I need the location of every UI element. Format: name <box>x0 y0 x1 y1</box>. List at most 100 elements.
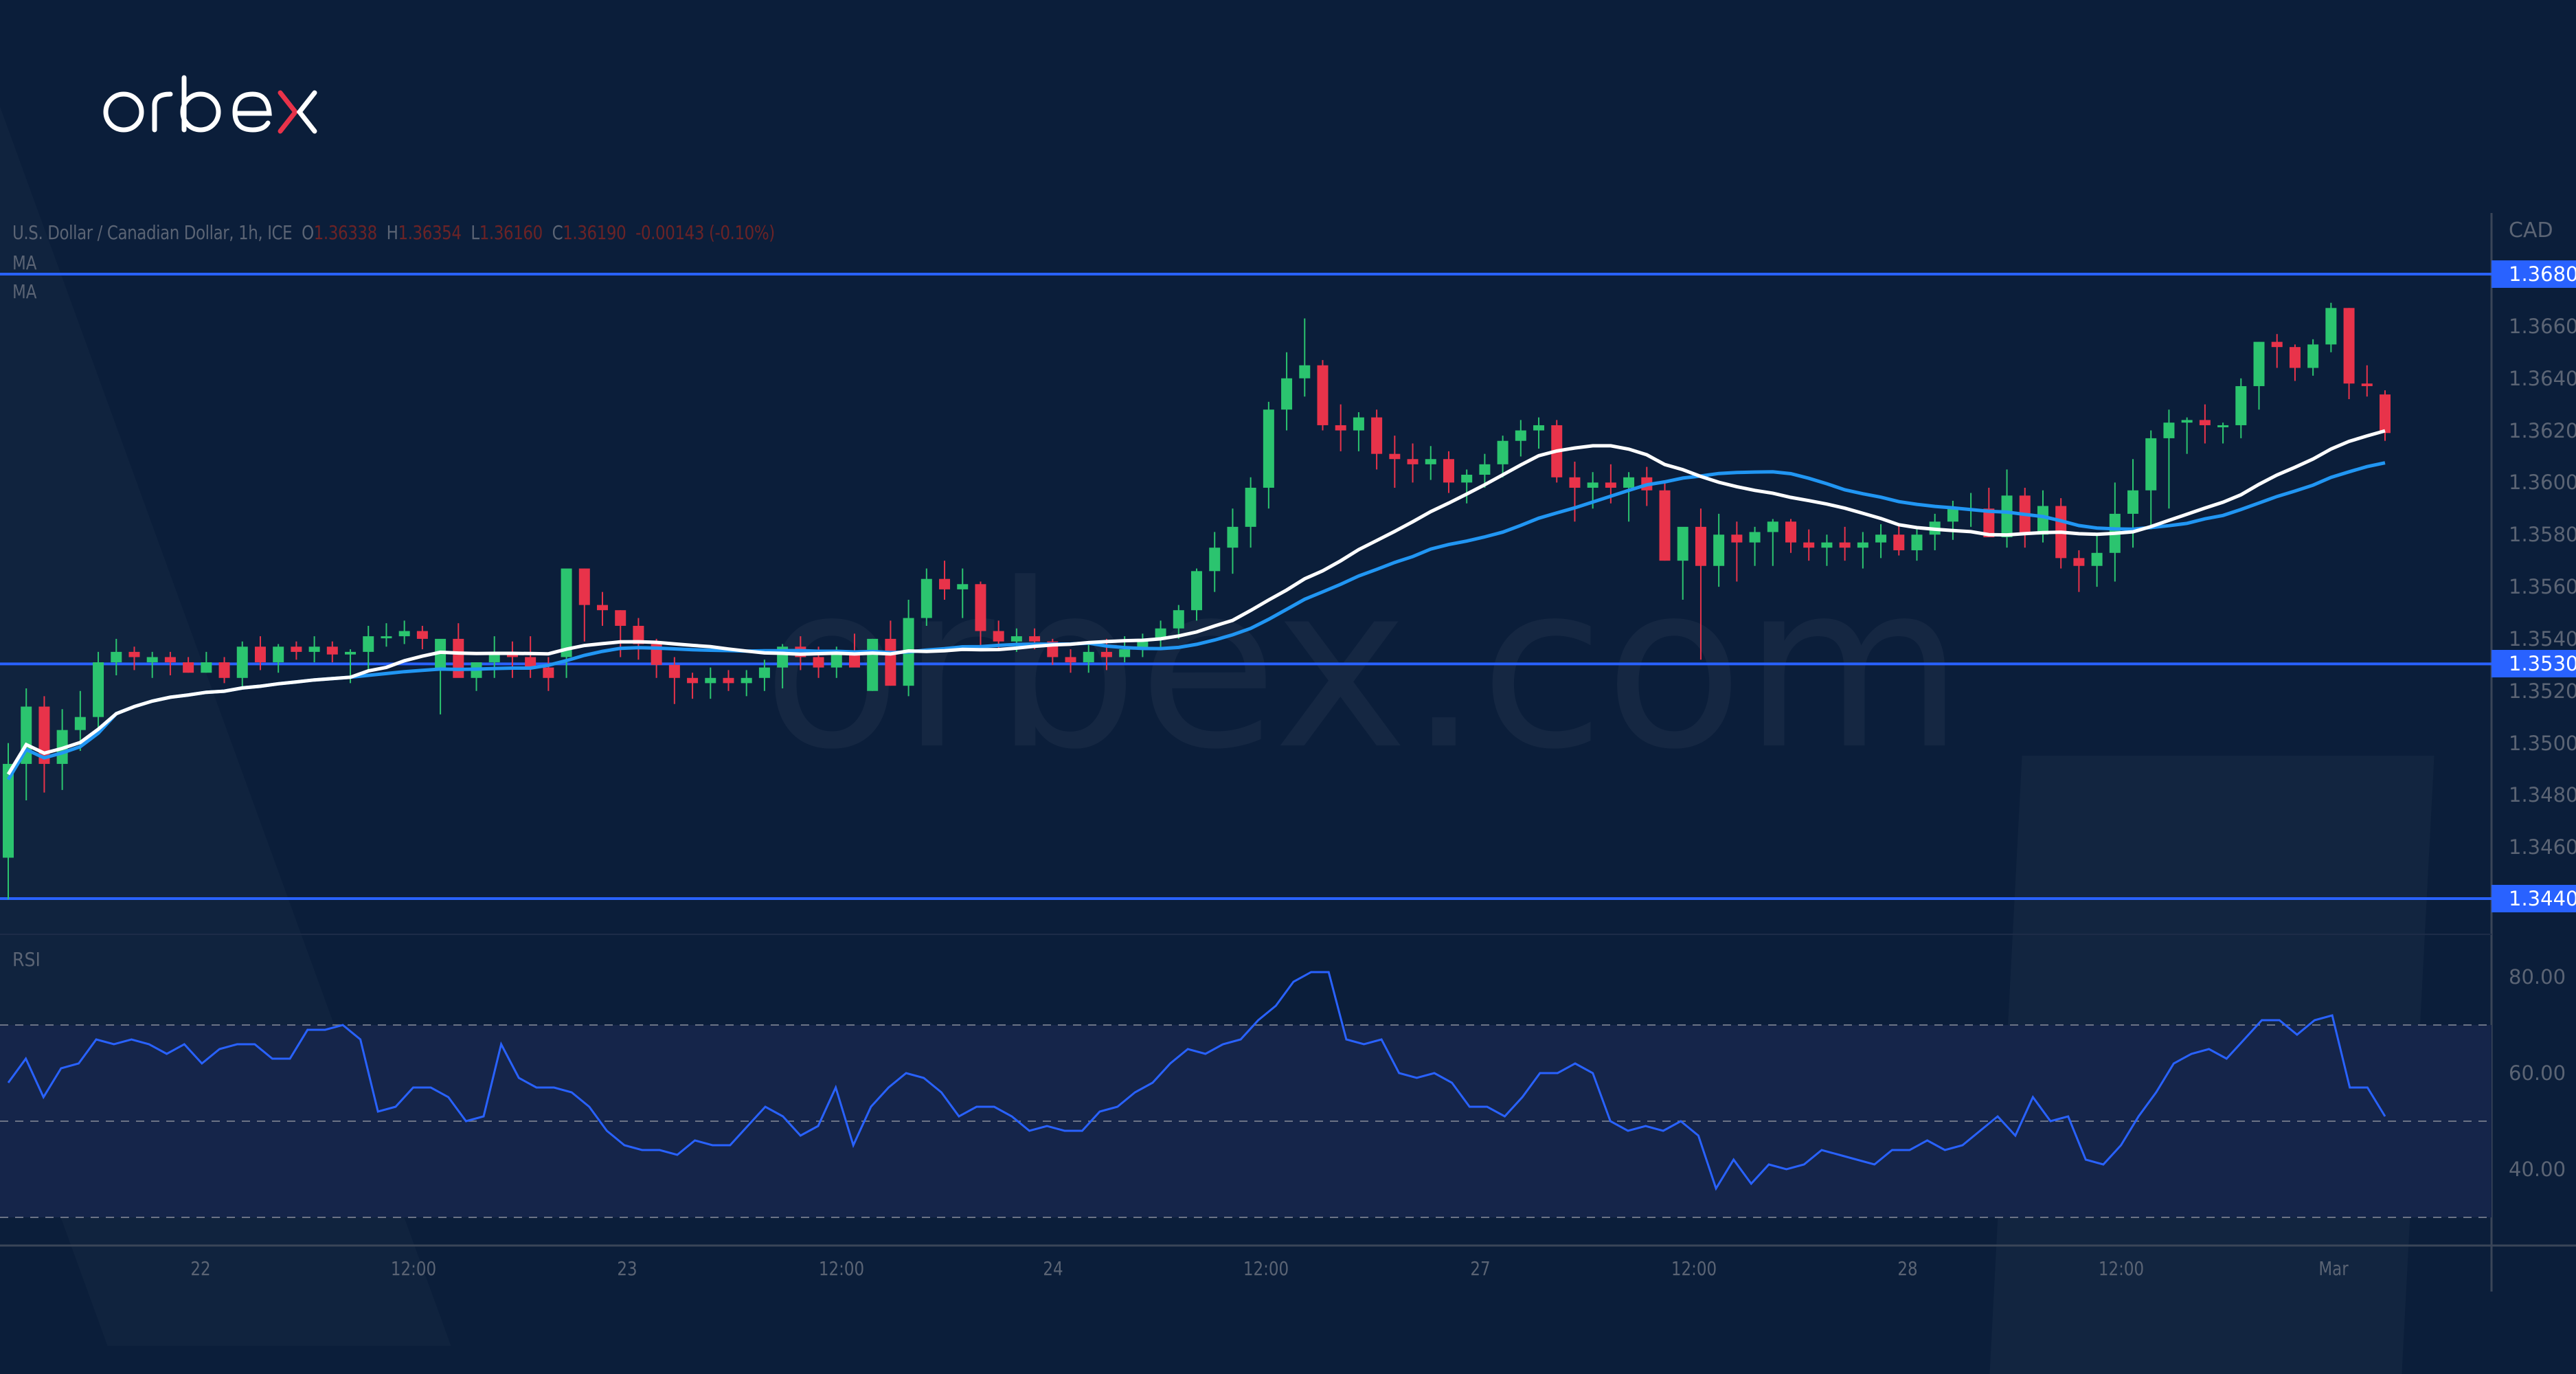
candle <box>1767 519 1778 566</box>
price-tick: 1.35200 <box>2509 679 2576 703</box>
rsi-line <box>7 971 2386 1191</box>
ma-fast-label[interactable]: MA <box>12 251 37 274</box>
candle <box>741 670 752 697</box>
time-tick: 12:00 <box>1671 1257 1717 1280</box>
time-tick: 27 <box>1470 1257 1491 1280</box>
candle <box>1569 462 1581 522</box>
candle <box>1209 532 1221 592</box>
candle <box>146 651 158 678</box>
price-level-flag: 1.35304 <box>2492 650 2576 678</box>
candle <box>957 568 969 618</box>
price-tick: 1.35800 <box>2509 523 2576 547</box>
candle <box>2361 365 2373 397</box>
candle <box>1659 482 1671 561</box>
candle <box>2235 378 2247 438</box>
close-label: C <box>552 221 563 244</box>
candle <box>597 592 608 626</box>
candle <box>1281 352 1293 431</box>
orbex-logo <box>103 75 317 134</box>
price-level-flag: 1.36800 <box>2492 260 2576 288</box>
candle <box>2019 487 2031 548</box>
candle <box>2091 534 2103 587</box>
candle <box>1407 443 1419 483</box>
candle <box>1731 521 1743 582</box>
candle <box>308 636 320 663</box>
candle <box>543 657 554 691</box>
ma-fast-line <box>6 429 2386 776</box>
change-value: -0.00143 (-0.10%) <box>635 221 775 244</box>
rsi-tick: 60.00 <box>2509 1061 2566 1085</box>
price-tick: 1.34800 <box>2509 783 2576 807</box>
candle <box>435 638 447 714</box>
candle <box>2199 404 2211 444</box>
candle <box>848 633 860 668</box>
symbol-name: U.S. Dollar / Canadian Dollar, 1h, ICE <box>12 221 293 244</box>
candle <box>705 667 716 699</box>
time-tick: 12:00 <box>1243 1257 1289 1280</box>
candle <box>201 651 212 673</box>
close-value: 1.36190 <box>563 221 626 244</box>
candle <box>506 641 518 678</box>
candle <box>1100 638 1112 671</box>
candle <box>2289 344 2301 381</box>
candle <box>1695 508 1706 660</box>
price-tick: 1.35400 <box>2509 627 2576 651</box>
candle <box>488 636 500 678</box>
candle <box>939 561 951 600</box>
candle <box>1803 529 1815 561</box>
candle <box>1371 409 1383 470</box>
candle <box>1083 644 1094 673</box>
candle <box>2163 409 2175 509</box>
candle <box>1443 451 1454 493</box>
candle <box>1713 513 1725 587</box>
candle <box>164 651 176 676</box>
candle <box>2145 430 2157 530</box>
candle <box>2253 341 2265 410</box>
candle <box>1785 519 1796 553</box>
high-value: 1.36354 <box>398 221 462 244</box>
candle <box>1821 534 1833 566</box>
candle <box>291 641 302 660</box>
candle <box>1479 453 1491 488</box>
candle <box>236 641 248 688</box>
time-tick: 23 <box>617 1257 637 1280</box>
candle <box>128 646 140 671</box>
rsi-tick: 80.00 <box>2509 965 2566 989</box>
candle <box>1497 436 1509 477</box>
candle <box>525 636 536 678</box>
candle <box>93 651 104 730</box>
candle <box>1893 524 1905 556</box>
candle <box>1749 526 1761 566</box>
candle <box>1875 524 1887 559</box>
candle <box>578 568 590 642</box>
candle <box>326 641 338 663</box>
ma-slow-label[interactable]: MA <box>12 280 37 303</box>
candle <box>381 623 392 647</box>
candle <box>1191 568 1202 621</box>
rsi-tick: 40.00 <box>2509 1158 2566 1181</box>
candle <box>723 670 734 691</box>
candle <box>668 657 680 704</box>
candle <box>920 568 932 626</box>
candle <box>687 673 699 699</box>
price-level-flag: 1.34403 <box>2492 885 2576 912</box>
rsi-label[interactable]: RSI <box>12 948 41 971</box>
time-tick: 28 <box>1897 1257 1918 1280</box>
candle <box>1245 477 1256 548</box>
price-tick: 1.34600 <box>2509 835 2576 859</box>
candle <box>2073 550 2085 592</box>
candle <box>651 638 662 678</box>
candle <box>1155 620 1166 650</box>
candle <box>1911 529 1923 561</box>
price-chart[interactable]: orbex.com <box>0 0 2576 1346</box>
candle <box>1461 469 1473 504</box>
price-tick: 1.36000 <box>2509 471 2576 495</box>
candle <box>183 657 194 673</box>
time-tick: 12:00 <box>818 1257 865 1280</box>
candle <box>975 581 986 650</box>
candle <box>1353 412 1364 451</box>
symbol-legend: U.S. Dollar / Canadian Dollar, 1h, ICE O… <box>12 221 775 244</box>
candle <box>2307 339 2319 376</box>
time-tick: 22 <box>190 1257 211 1280</box>
candle <box>2181 417 2193 454</box>
